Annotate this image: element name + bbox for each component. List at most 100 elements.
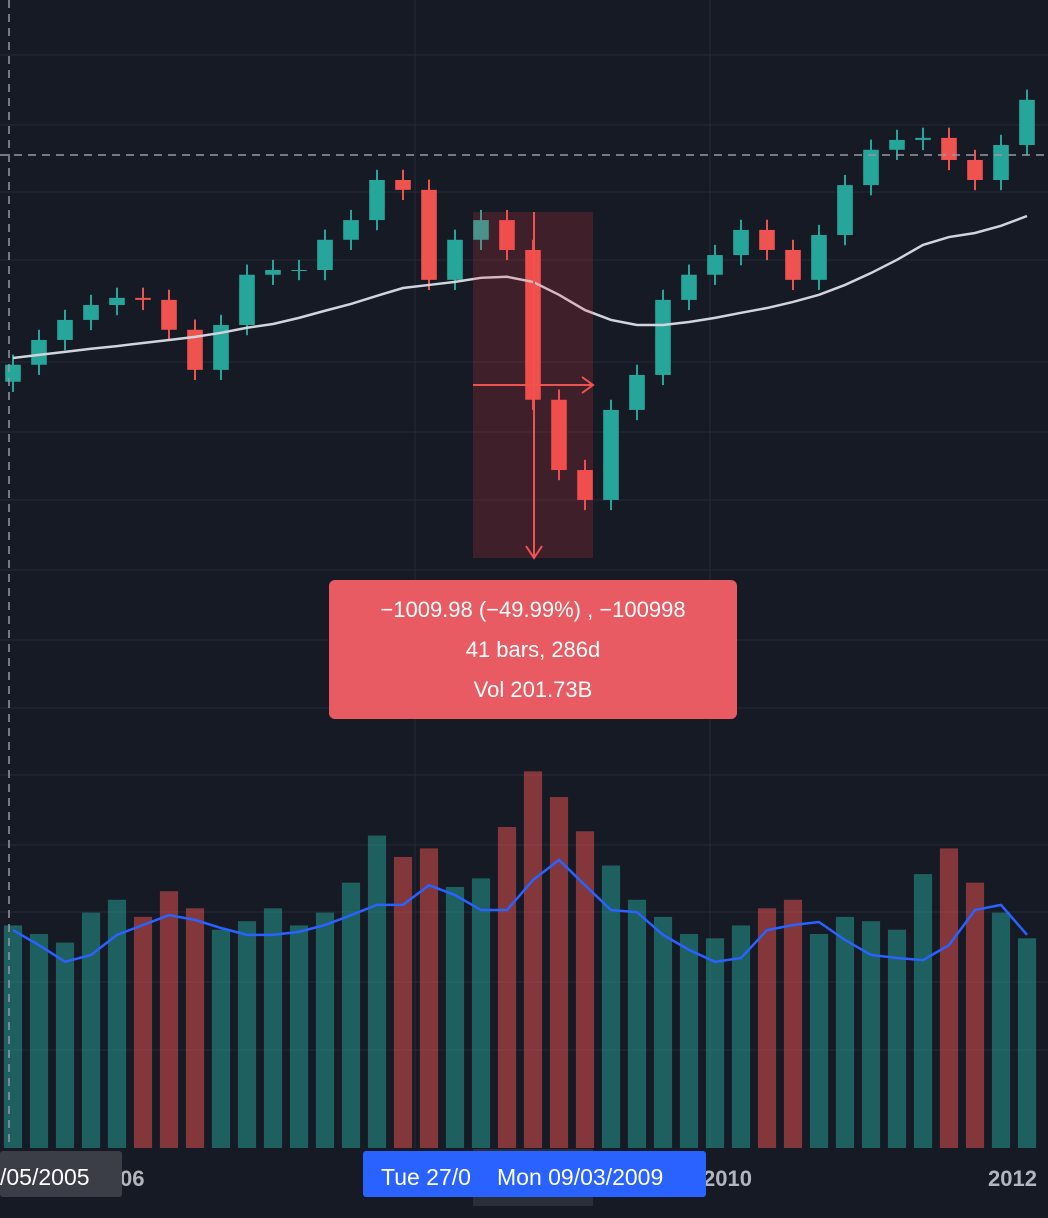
- candle-body: [655, 299, 671, 375]
- volume-bar: [289, 925, 309, 1148]
- time-label: 2012: [988, 1166, 1037, 1191]
- candle-body: [551, 399, 567, 471]
- candle-body: [759, 229, 775, 250]
- volume-bar: [471, 878, 491, 1148]
- candle-body: [343, 220, 359, 240]
- candle-body: [863, 149, 879, 186]
- volume-bar: [445, 886, 465, 1148]
- candle-body: [967, 159, 983, 180]
- measure-arrow-head: [525, 545, 543, 560]
- candle-body: [369, 180, 385, 221]
- time-axis: 06 /05/2005 2010 2012 Tue 27/0 Mon 09/03…: [0, 1149, 1048, 1218]
- candle-body: [707, 255, 723, 275]
- volume-bar: [159, 891, 179, 1148]
- volume-bar: [653, 916, 673, 1148]
- candle-body: [733, 229, 749, 256]
- time-cursor-box: [0, 1151, 122, 1197]
- volume-bar: [419, 848, 439, 1148]
- measure-start-date: Tue 27/0: [381, 1164, 471, 1190]
- candle-body: [135, 297, 151, 300]
- volume-bar: [55, 942, 75, 1148]
- time-label: 06: [120, 1166, 144, 1191]
- volume-bar: [81, 912, 101, 1148]
- candle-body: [395, 180, 411, 190]
- volume-bar: [939, 848, 959, 1148]
- candle-body: [499, 220, 515, 250]
- volume-bar: [1017, 938, 1037, 1148]
- candle-body: [291, 270, 307, 271]
- volume-bar: [601, 865, 621, 1148]
- candle-body: [941, 137, 957, 160]
- volume-bar: [835, 916, 855, 1148]
- measure-date-box: [363, 1151, 706, 1197]
- volume-pane: [3, 771, 1037, 1148]
- volume-bar: [523, 771, 543, 1148]
- price-pane: [5, 89, 1035, 511]
- candle-body: [915, 137, 931, 140]
- measure-end-date: Mon 09/03/2009: [497, 1164, 663, 1190]
- candle-body: [837, 185, 853, 236]
- volume-bar: [393, 856, 413, 1148]
- measure-change: −1009.98 (−49.99%) , −100998: [380, 597, 685, 622]
- candle-body: [31, 339, 47, 365]
- volume-bar: [679, 934, 699, 1148]
- volume-bar: [575, 831, 595, 1148]
- moving-average: [12, 214, 1028, 360]
- candle-body: [265, 270, 281, 275]
- volume-bar: [211, 929, 231, 1148]
- volume-bar: [341, 882, 361, 1148]
- volume-bar: [705, 938, 725, 1148]
- volume-bar: [887, 929, 907, 1148]
- volume-bar: [315, 912, 335, 1148]
- candle-body: [239, 274, 255, 326]
- candle-body: [1019, 99, 1035, 146]
- candle-body: [161, 299, 177, 330]
- volume-bar: [861, 921, 881, 1148]
- candle-body: [629, 374, 645, 410]
- volume-bar: [913, 874, 933, 1148]
- candle-body: [83, 304, 99, 320]
- volume-bar: [133, 916, 153, 1148]
- candle-body: [889, 139, 905, 150]
- time-label: 2010: [703, 1166, 752, 1191]
- candle-body: [811, 235, 827, 280]
- volume-bar: [965, 882, 985, 1148]
- volume-bar: [991, 912, 1011, 1148]
- candle-body: [681, 274, 697, 300]
- volume-bar: [757, 908, 777, 1148]
- volume-bar: [29, 934, 49, 1148]
- candle-body: [421, 189, 437, 280]
- measure-arrow-head: [581, 376, 595, 394]
- volume-bar: [809, 934, 829, 1148]
- candle-body: [473, 220, 489, 240]
- volume-bar: [783, 899, 803, 1148]
- candle-body: [603, 409, 619, 500]
- volume-bar: [263, 908, 283, 1148]
- volume-bar: [237, 921, 257, 1148]
- volume-bar: [367, 835, 387, 1148]
- candle-body: [447, 239, 463, 280]
- volume-bar: [497, 827, 517, 1148]
- candle-body: [213, 325, 229, 370]
- measure-tool: −1009.98 (−49.99%) , −100998 41 bars, 28…: [329, 212, 737, 719]
- candle-body: [993, 145, 1009, 180]
- measure-bars: 41 bars, 286d: [466, 637, 601, 662]
- measure-volume: Vol 201.73B: [474, 677, 593, 702]
- candle-body: [785, 249, 801, 280]
- measure-label-box: [329, 580, 737, 719]
- candle-body: [109, 297, 125, 305]
- candle-body: [577, 470, 593, 500]
- volume-bar: [3, 925, 23, 1148]
- volume-bar: [549, 797, 569, 1148]
- candle-body: [57, 319, 73, 340]
- volume-bar: [107, 899, 127, 1148]
- volume-bar: [731, 925, 751, 1148]
- time-cursor-label: /05/2005: [0, 1164, 90, 1190]
- moving-average: [12, 858, 1028, 964]
- volume-bar: [185, 908, 205, 1148]
- candle-body: [187, 329, 203, 370]
- candle-body: [5, 364, 21, 382]
- volume-bar: [627, 899, 647, 1148]
- candle-body: [317, 239, 333, 270]
